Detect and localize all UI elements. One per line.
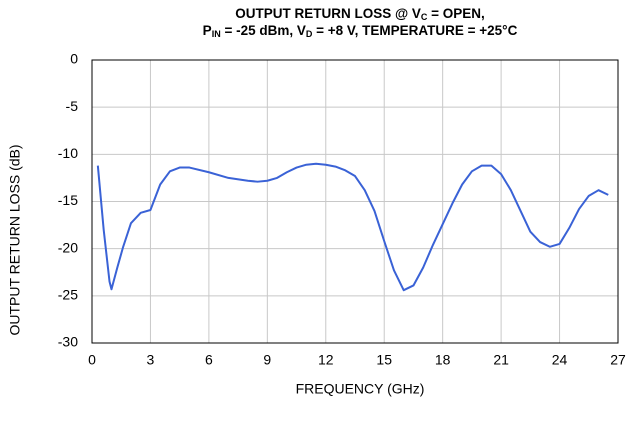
y-tick-label: -15: [58, 192, 78, 208]
y-tick-label: -30: [58, 334, 78, 350]
title-subscript: D: [306, 29, 313, 39]
plot-frame: [91, 59, 619, 344]
x-tick-label: 18: [435, 352, 451, 368]
x-tick-label: 24: [552, 352, 568, 368]
y-tick-label: -20: [58, 239, 78, 255]
data-line: [96, 162, 609, 292]
title-text: P: [203, 23, 212, 38]
x-tick-label: 3: [147, 352, 155, 368]
y-tick-label: -25: [58, 287, 78, 303]
x-tick-label: 27: [610, 352, 626, 368]
title-text: OUTPUT RETURN LOSS @ V: [235, 6, 421, 21]
x-tick-label: 9: [263, 352, 271, 368]
title-text: = +8 V, TEMPERATURE = +25°C: [312, 23, 517, 38]
title-text: = -25 dBm, V: [221, 23, 306, 38]
title-subscript: IN: [212, 29, 221, 39]
y-tick-label: 0: [70, 51, 78, 67]
x-tick-label: 15: [376, 352, 392, 368]
x-tick-label: 21: [493, 352, 509, 368]
x-tick-label: 6: [205, 352, 213, 368]
y-axis-label: OUTPUT RETURN LOSS (dB): [7, 144, 23, 335]
title-subscript: C: [421, 12, 428, 22]
y-tick-label: -10: [58, 145, 78, 161]
x-tick-label: 0: [88, 352, 96, 368]
y-tick-label: -5: [66, 98, 79, 114]
chart-title: OUTPUT RETURN LOSS @ VC = OPEN,: [235, 6, 485, 23]
title-text: = OPEN,: [427, 6, 484, 21]
x-tick-label: 12: [318, 352, 334, 368]
chart-title: PIN = -25 dBm, VD = +8 V, TEMPERATURE = …: [203, 23, 518, 40]
x-axis-label: FREQUENCY (GHz): [296, 381, 425, 397]
